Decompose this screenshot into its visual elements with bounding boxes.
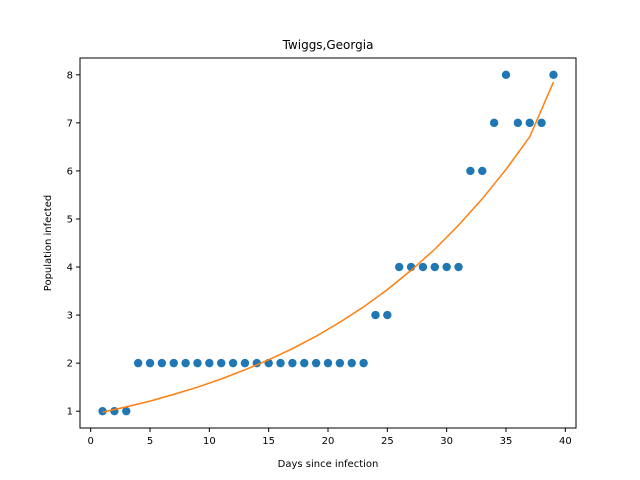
scatter-point	[347, 358, 356, 368]
scatter-point	[181, 358, 190, 368]
fit-line	[102, 81, 555, 413]
scatter-point	[430, 262, 439, 272]
y-tick-label: 4	[67, 263, 73, 274]
y-tick-label: 5	[67, 214, 73, 225]
scatter-point	[300, 358, 309, 368]
x-tick-label: 35	[500, 436, 513, 447]
scatter-point	[489, 118, 499, 128]
scatter-point	[323, 358, 333, 368]
scatter-point	[311, 358, 321, 368]
scatter-point	[228, 358, 238, 368]
scatter-point	[383, 310, 392, 320]
y-tick-label: 8	[67, 70, 73, 81]
scatter-point	[371, 310, 380, 320]
x-axis-label: Days since infection	[278, 459, 379, 470]
scatter-point	[145, 358, 155, 368]
x-tick-label: 5	[147, 436, 153, 447]
scatter-point	[240, 358, 250, 368]
scatter-point	[525, 118, 534, 128]
scatter-point	[501, 70, 511, 80]
y-tick-label: 1	[67, 407, 73, 418]
scatter-point	[454, 262, 463, 272]
scatter-point	[513, 118, 523, 128]
scatter-point	[478, 166, 487, 176]
scatter-point	[549, 70, 558, 80]
plot-layer	[98, 70, 558, 416]
x-tick-label: 15	[262, 436, 275, 447]
scatter-point	[335, 358, 345, 368]
scatter-point	[205, 358, 214, 368]
y-tick-label: 2	[67, 359, 73, 370]
scatter-point	[133, 358, 143, 368]
x-tick-label: 25	[381, 436, 394, 447]
scatter-point	[442, 262, 451, 272]
scatter-point	[394, 262, 404, 272]
x-tick-label: 10	[203, 436, 216, 447]
y-tick-label: 7	[67, 118, 73, 129]
x-tick-label: 0	[87, 436, 93, 447]
scatter-point	[288, 358, 297, 368]
y-tick-label: 6	[67, 166, 73, 177]
x-tick-label: 30	[440, 436, 453, 447]
y-axis-label: Population infected	[43, 195, 54, 291]
scatter-point	[122, 406, 131, 416]
x-tick-label: 40	[559, 436, 572, 447]
scatter-point	[217, 358, 226, 368]
scatter-point	[157, 358, 167, 368]
chart-title: Twiggs,Georgia	[282, 38, 374, 52]
scatter-point	[466, 166, 475, 176]
ticks-layer: 0 5 10 15 20 25 30 35 40 1 2 3 4 5 6 7 8	[67, 70, 572, 447]
x-tick-label: 20	[322, 436, 335, 447]
scatter-point	[193, 358, 202, 368]
scatter-point	[169, 358, 178, 368]
scatter-point	[537, 118, 546, 128]
scatter-point	[359, 358, 368, 368]
scatter-point	[276, 358, 285, 368]
y-tick-label: 3	[67, 311, 73, 322]
scatter-point	[418, 262, 428, 272]
scatter-point	[98, 406, 107, 416]
